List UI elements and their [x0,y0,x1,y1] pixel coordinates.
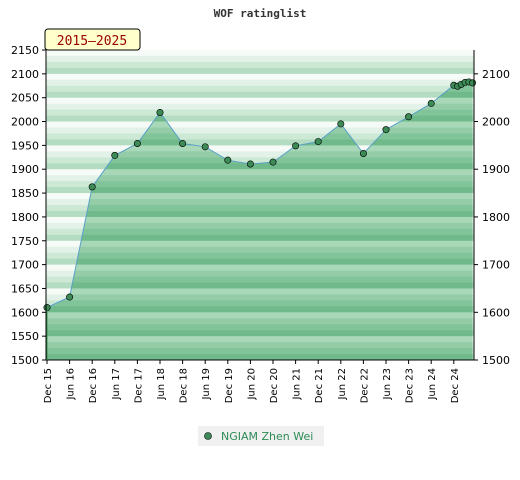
y-tick-label: 1850 [11,187,39,200]
data-point [292,142,300,150]
x-tick-label: Jun 19 [201,368,212,401]
y-tick-label: 1600 [482,306,510,319]
y-tick-label: 2150 [11,44,39,57]
data-point [66,293,74,301]
data-point [337,120,345,128]
x-tick-label: Dec 19 [224,368,235,403]
data-point [111,151,119,159]
data-point [201,143,209,151]
data-point [88,183,96,191]
x-tick-label: Dec 20 [269,368,280,403]
chart-title: WOF ratinglist [214,7,307,20]
period-badge: 2015–2025 [44,28,141,51]
x-tick-label: Dec 16 [88,368,99,403]
y-tick-label: 1600 [11,306,39,319]
y-tick-label: 1700 [11,259,39,272]
legend-label: NGIAM Zhen Wei [221,430,313,443]
y-axis-left: 1500 1550 1600 1650 1700 1750 1800 1850 1900 1950… [11,44,47,367]
data-point [359,149,367,157]
y-tick-label: 2000 [11,116,39,129]
data-point [427,99,435,107]
y-tick-label: 1550 [11,330,39,343]
x-tick-label: Dec 21 [314,368,325,403]
x-tick-label: Dec 23 [405,368,416,403]
y-tick-label: 1650 [11,282,39,295]
x-tick-label: Dec 17 [133,368,144,403]
x-tick-label: Jun 18 [156,368,167,401]
y-tick-label: 1750 [11,235,39,248]
x-tick-label: Jun 21 [292,368,303,401]
x-tick-label: Dec 18 [179,368,190,403]
x-tick-label: Jun 23 [382,368,393,401]
data-point [156,108,164,116]
data-points [43,78,477,312]
y-tick-label: 1500 [482,354,510,367]
data-point [382,126,390,134]
x-tick-label: Jun 16 [66,368,77,401]
x-tick-label: Jun 22 [337,368,348,401]
x-axis: Dec 15 Jun 16 Dec 16 Jun 17 Dec 17 Jun 18 Dec … [43,359,474,403]
y-tick-label: 2050 [11,92,39,105]
y-tick-label: 1500 [11,354,39,367]
data-point [179,139,187,147]
y-tick-label: 1800 [482,211,510,224]
legend: NGIAM Zhen Wei [198,426,324,446]
x-tick-label: Jun 17 [111,368,122,401]
x-tick-label: Dec 15 [43,368,54,403]
y-tick-label: 2100 [11,68,39,81]
x-tick-label: Jun 20 [246,368,257,401]
x-tick-label: Dec 22 [359,368,370,403]
data-point [133,139,141,147]
x-tick-label: Dec 24 [450,368,461,403]
data-point [246,160,254,168]
data-point [314,138,322,146]
y-tick-label: 1900 [482,163,510,176]
data-point [269,158,277,166]
data-point [405,113,413,121]
y-tick-label: 1700 [482,259,510,272]
y-tick-label: 2100 [482,68,510,81]
y-tick-label: 1900 [11,163,39,176]
y-axis-right: 1500 1600 1700 1800 1900 2000 2100 [473,50,510,367]
period-badge-label: 2015–2025 [57,34,127,49]
y-tick-label: 1800 [11,211,39,224]
data-point [469,79,477,87]
y-tick-label: 1950 [11,139,39,152]
data-point [224,156,232,164]
x-tick-label: Jun 24 [427,368,438,401]
y-tick-label: 2000 [482,116,510,129]
legend-marker-icon [204,432,212,440]
